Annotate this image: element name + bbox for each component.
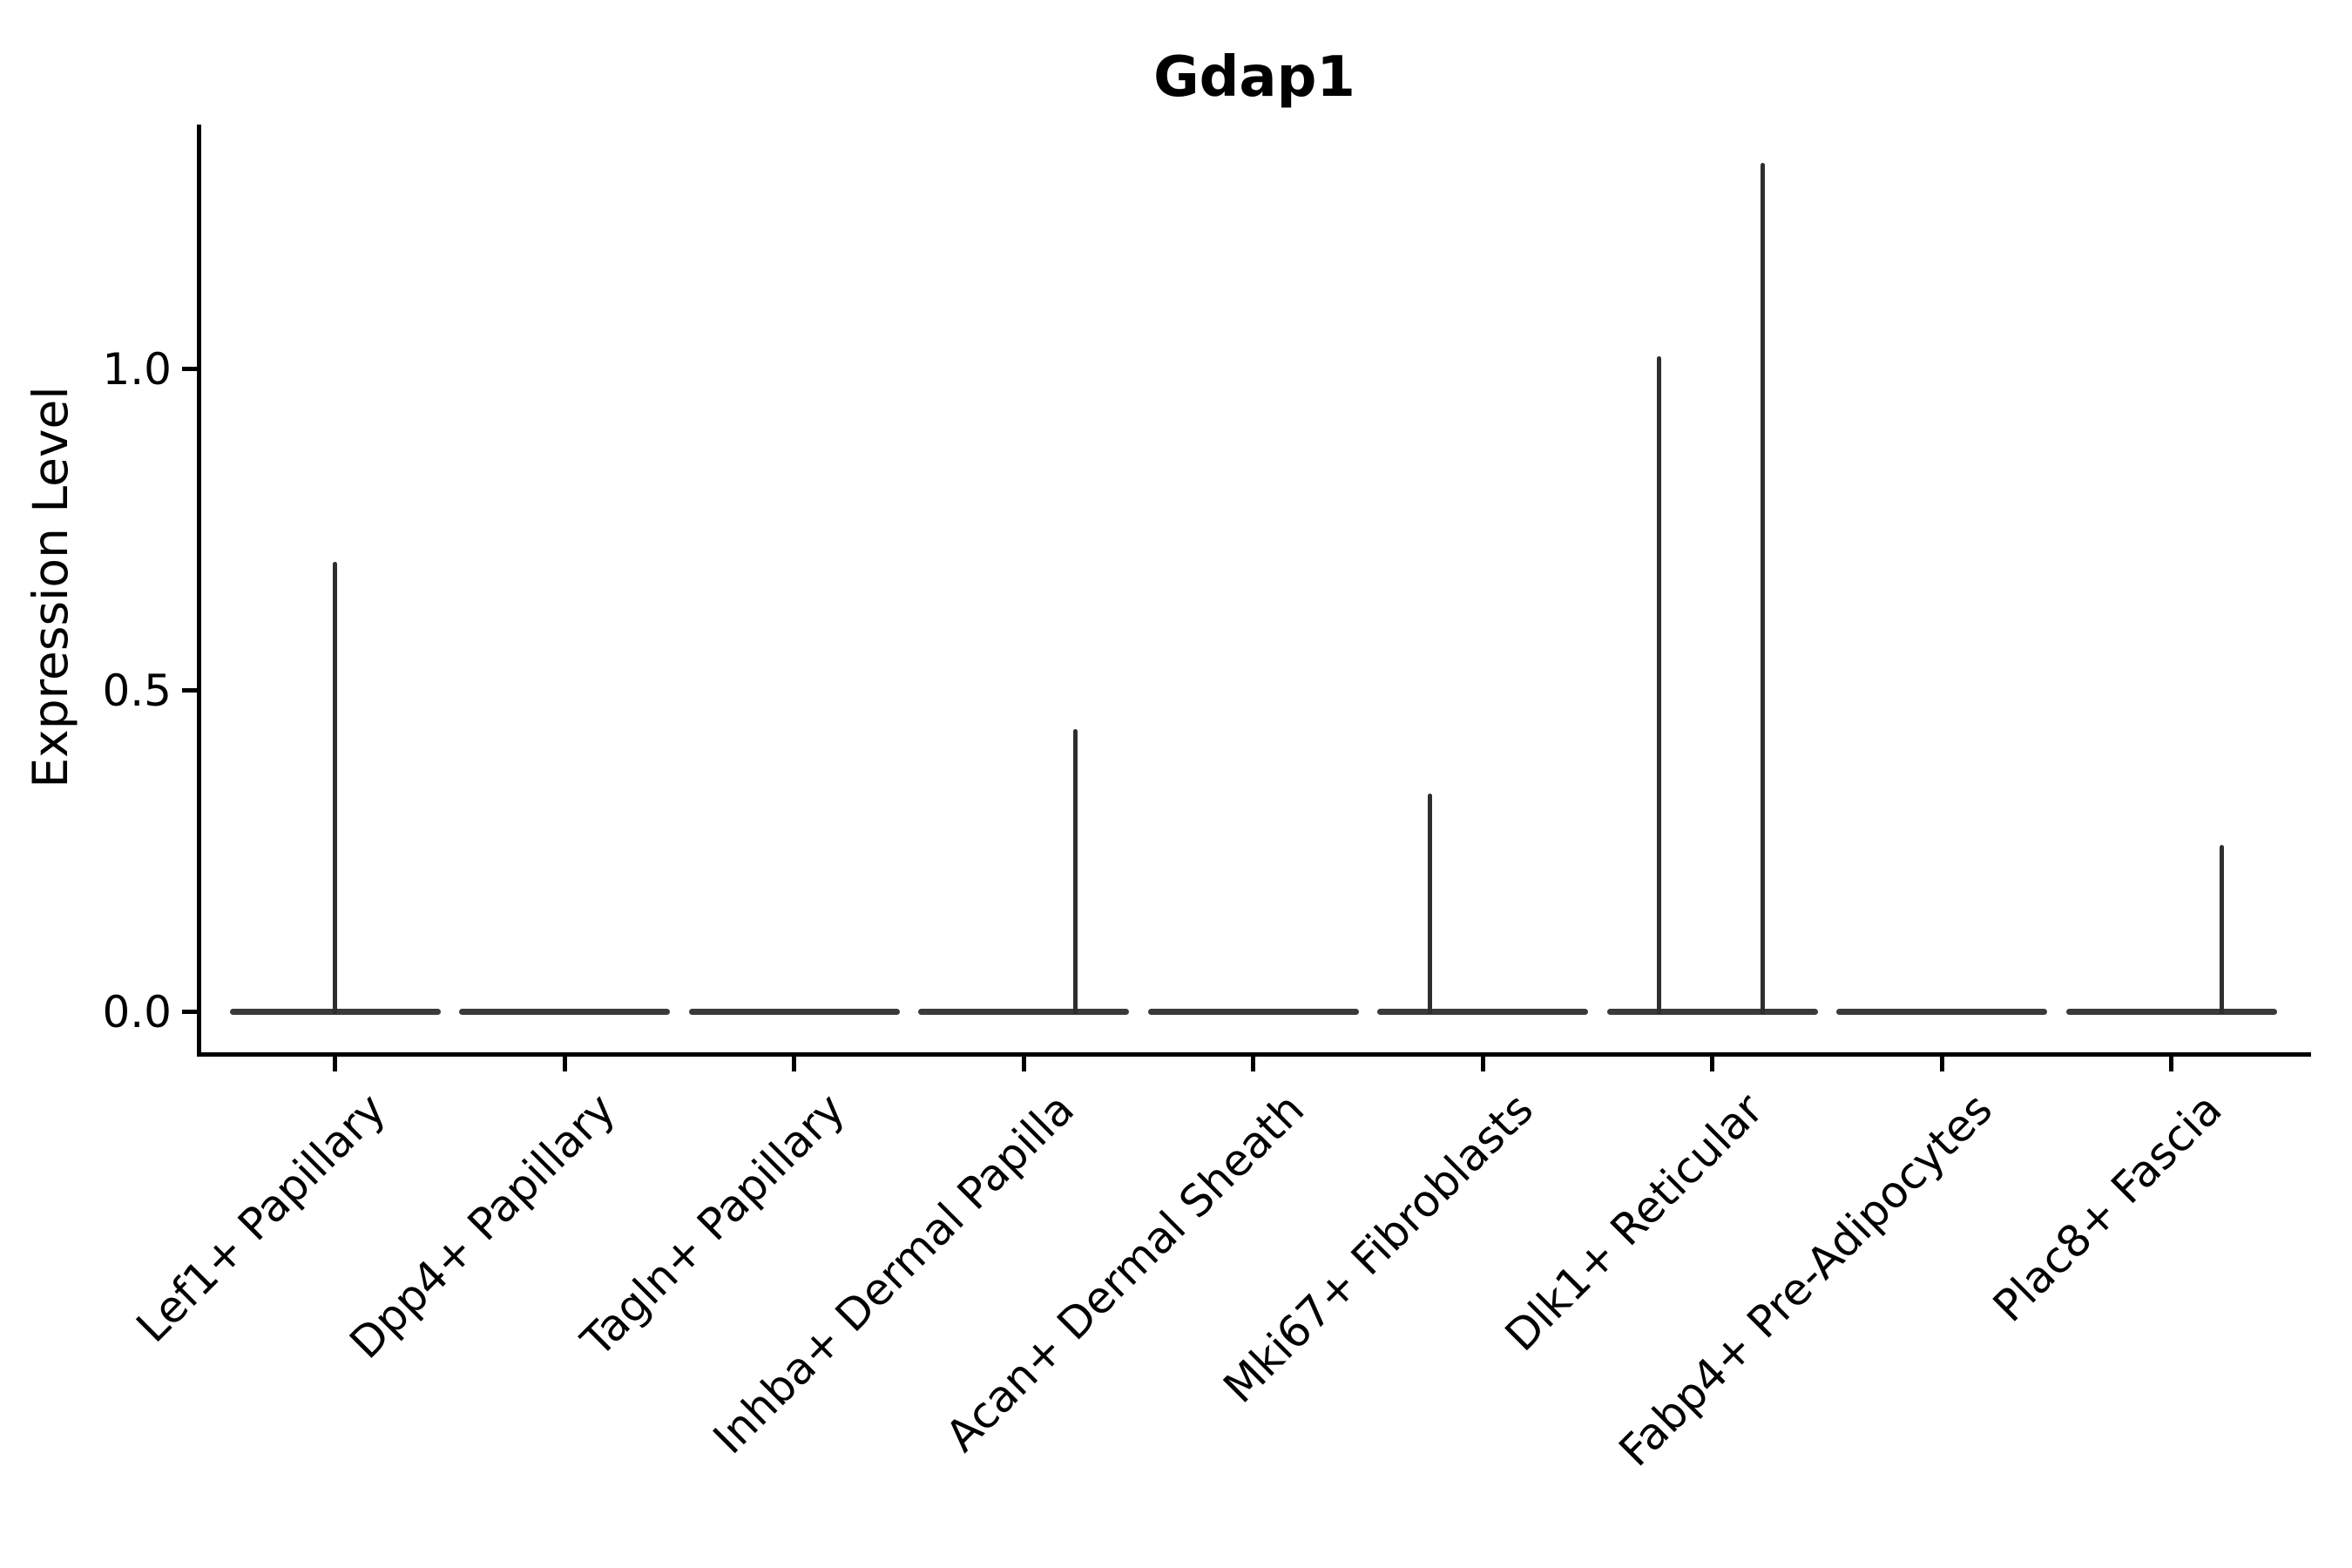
violin-zero-line bbox=[1377, 1009, 1589, 1015]
violin-density-spike bbox=[1072, 728, 1078, 1015]
y-tick-mark bbox=[182, 688, 197, 693]
x-tick-label: Fabp4+ Pre-Adipocytes bbox=[1609, 1084, 2003, 1477]
violin-density-spike bbox=[1656, 355, 1661, 1015]
violin-zero-line bbox=[1606, 1009, 1818, 1015]
x-tick-mark bbox=[2169, 1056, 2174, 1071]
violin-zero-line bbox=[1147, 1009, 1359, 1015]
x-tick-mark bbox=[562, 1056, 567, 1071]
violin-zero-line bbox=[2065, 1009, 2277, 1015]
x-tick-mark bbox=[1251, 1056, 1256, 1071]
y-tick-mark bbox=[182, 1010, 197, 1014]
violin-density-spike bbox=[2219, 844, 2224, 1015]
x-axis-spine bbox=[197, 1052, 2311, 1057]
y-axis-label: Expression Level bbox=[23, 386, 78, 788]
x-tick-mark bbox=[333, 1056, 338, 1071]
y-tick-label: 0.0 bbox=[102, 986, 172, 1037]
x-tick-mark bbox=[1021, 1056, 1026, 1071]
y-axis-spine bbox=[197, 125, 201, 1057]
y-tick-label: 1.0 bbox=[102, 343, 172, 395]
violin-density-spike bbox=[1427, 793, 1432, 1015]
x-tick-mark bbox=[1480, 1056, 1485, 1071]
violin-density-spike bbox=[333, 561, 338, 1015]
violin-zero-line bbox=[688, 1009, 900, 1015]
x-tick-mark bbox=[792, 1056, 797, 1071]
x-tick-mark bbox=[1939, 1056, 1944, 1071]
x-tick-label: Plac8+ Fascia bbox=[1984, 1084, 2232, 1332]
y-tick-label: 0.5 bbox=[102, 665, 172, 716]
x-tick-mark bbox=[1710, 1056, 1715, 1071]
violin-zero-line bbox=[918, 1009, 1130, 1015]
chart-title: Gdap1 bbox=[1153, 45, 1355, 110]
x-tick-label: Lef1+ Papillary bbox=[126, 1084, 395, 1353]
violin-density-spike bbox=[1760, 163, 1765, 1015]
violin-zero-line bbox=[1836, 1009, 2048, 1015]
y-tick-mark bbox=[182, 367, 197, 371]
violin-zero-line bbox=[459, 1009, 671, 1015]
